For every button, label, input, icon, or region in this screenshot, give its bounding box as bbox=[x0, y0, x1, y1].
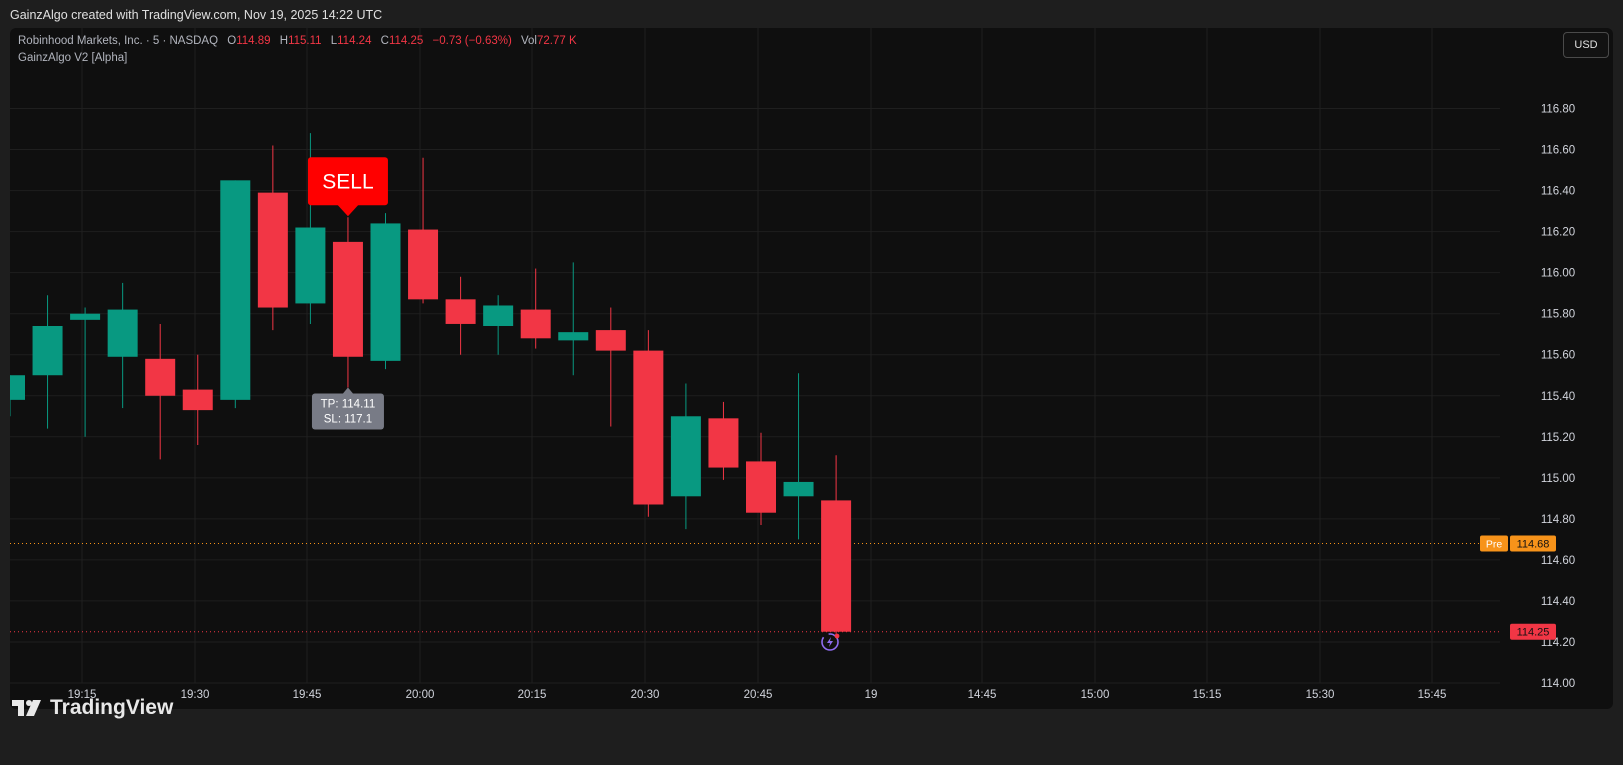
x-tick-label: 14:45 bbox=[968, 689, 997, 701]
candle-body bbox=[332, 241, 363, 357]
candle-body bbox=[483, 305, 514, 326]
currency-button[interactable]: USD bbox=[1563, 32, 1609, 58]
high-value: 115.11 bbox=[288, 35, 322, 47]
volume-value: 72.77 K bbox=[537, 35, 577, 47]
candle-body bbox=[10, 375, 25, 400]
price-tag-value: 114.25 bbox=[1517, 627, 1550, 639]
y-tick-label: 116.00 bbox=[1541, 268, 1575, 280]
x-tick-label: 15:45 bbox=[1418, 689, 1447, 701]
sell-label-box bbox=[307, 157, 388, 206]
price-tag-type: Pre bbox=[1486, 538, 1503, 550]
y-tick-label: 114.00 bbox=[1541, 678, 1575, 690]
candle-body bbox=[32, 326, 63, 376]
x-tick-label: 19:30 bbox=[181, 689, 210, 701]
sl-text: SL: 117.1 bbox=[324, 414, 372, 426]
low-value: 114.24 bbox=[337, 35, 372, 47]
tpsl-box bbox=[311, 393, 384, 430]
candle-body bbox=[107, 309, 138, 357]
candle-body bbox=[670, 416, 701, 497]
x-tick-label: 20:15 bbox=[518, 689, 547, 701]
price-lines bbox=[10, 542, 1500, 633]
price-tag-value: 114.68 bbox=[1517, 538, 1550, 550]
candle-body bbox=[445, 299, 476, 324]
high-label: H bbox=[279, 35, 289, 47]
x-tick-label: 19:15 bbox=[68, 689, 97, 701]
candle-body bbox=[746, 461, 776, 513]
replay-icon[interactable] bbox=[821, 633, 840, 651]
candle-body bbox=[220, 180, 251, 400]
footer: TradingView bbox=[12, 696, 173, 720]
tradingview-logo-icon bbox=[12, 700, 41, 716]
grid-lines bbox=[10, 28, 1500, 684]
symbol-name: Robinhood Markets, Inc. · 5 · NASDAQ bbox=[18, 35, 219, 47]
x-tick-label: 20:00 bbox=[406, 689, 435, 701]
y-tick-label: 115.00 bbox=[1541, 473, 1575, 485]
y-tick-label: 114.20 bbox=[1541, 637, 1575, 649]
price-tags: Pre 114.68 114.25 bbox=[1480, 535, 1556, 640]
y-tick-label: 115.80 bbox=[1541, 309, 1575, 321]
caption-text: GainzAlgo created with TradingView.com, … bbox=[10, 8, 383, 22]
change-value: −0.73 (−0.63%) bbox=[432, 35, 512, 47]
close-label: C bbox=[380, 35, 389, 47]
sell-signal: SELL TP: 114.11 SL: 117.1 bbox=[307, 157, 388, 430]
x-tick-label: 15:15 bbox=[1193, 689, 1222, 701]
chart-panel[interactable]: SELL TP: 114.11 SL: 117.1 116.80 116.60 116.… bbox=[10, 28, 1613, 709]
candle-body bbox=[370, 223, 401, 361]
y-tick-label: 115.40 bbox=[1541, 391, 1575, 403]
y-tick-label: 114.60 bbox=[1541, 555, 1575, 567]
y-tick-label: 114.80 bbox=[1541, 514, 1575, 526]
tpsl-pointer bbox=[342, 387, 353, 394]
y-tick-label: 116.20 bbox=[1541, 227, 1575, 239]
volume-label: Vol bbox=[521, 35, 537, 47]
candle-body bbox=[145, 358, 176, 396]
candle-body bbox=[257, 192, 288, 308]
candle-body bbox=[520, 309, 551, 339]
candle-body bbox=[408, 229, 439, 300]
y-tick-label: 115.60 bbox=[1541, 350, 1575, 362]
indicator-legend[interactable]: GainzAlgo V2 [Alpha] bbox=[18, 52, 128, 64]
x-tick-label: 19 bbox=[865, 689, 878, 701]
y-tick-label: 115.20 bbox=[1541, 432, 1575, 444]
x-tick-label: 20:45 bbox=[744, 689, 773, 701]
low-label: L bbox=[330, 35, 338, 47]
x-tick-label: 15:00 bbox=[1081, 689, 1110, 701]
open-label: O bbox=[227, 35, 237, 47]
y-tick-label: 114.40 bbox=[1541, 596, 1575, 608]
x-tick-label: 19:45 bbox=[293, 689, 322, 701]
y-axis-labels: 116.80 116.60 116.40 116.20 116.00 115.80 115.… bbox=[1541, 104, 1575, 690]
x-axis-labels: 19:15 19:30 19:45 20:00 20:15 20:30 20:45 19 14:… bbox=[68, 689, 1447, 701]
candle-body bbox=[821, 500, 852, 632]
y-tick-label: 116.60 bbox=[1541, 145, 1575, 157]
candle-body bbox=[595, 330, 626, 351]
close-value: 114.25 bbox=[388, 35, 424, 47]
sell-label-text: SELL bbox=[322, 170, 373, 193]
candle-body bbox=[70, 313, 101, 320]
price-tag-box bbox=[1510, 623, 1556, 640]
x-tick-label: 20:30 bbox=[631, 689, 660, 701]
candle-body bbox=[708, 418, 739, 468]
caption-bar: GainzAlgo created with TradingView.com, … bbox=[0, 0, 1623, 30]
open-value: 114.89 bbox=[236, 35, 271, 47]
sell-label-pointer bbox=[336, 204, 359, 217]
candle-body bbox=[558, 332, 589, 341]
symbol-legend: Robinhood Markets, Inc. · 5 · NASDAQ O11… bbox=[18, 35, 577, 47]
candle-body bbox=[783, 481, 814, 497]
price-tag-badge bbox=[1480, 535, 1508, 552]
candle-body bbox=[295, 227, 326, 304]
candle-body bbox=[182, 389, 213, 411]
tp-text: TP: 114.11 bbox=[321, 399, 376, 411]
tradingview-brand: TradingView bbox=[50, 696, 174, 719]
x-tick-label: 15:30 bbox=[1306, 689, 1335, 701]
candle-body bbox=[633, 350, 664, 505]
y-tick-label: 116.40 bbox=[1541, 186, 1575, 198]
candles bbox=[10, 133, 852, 634]
y-tick-label: 116.80 bbox=[1541, 104, 1575, 116]
price-tag-box bbox=[1510, 535, 1556, 552]
